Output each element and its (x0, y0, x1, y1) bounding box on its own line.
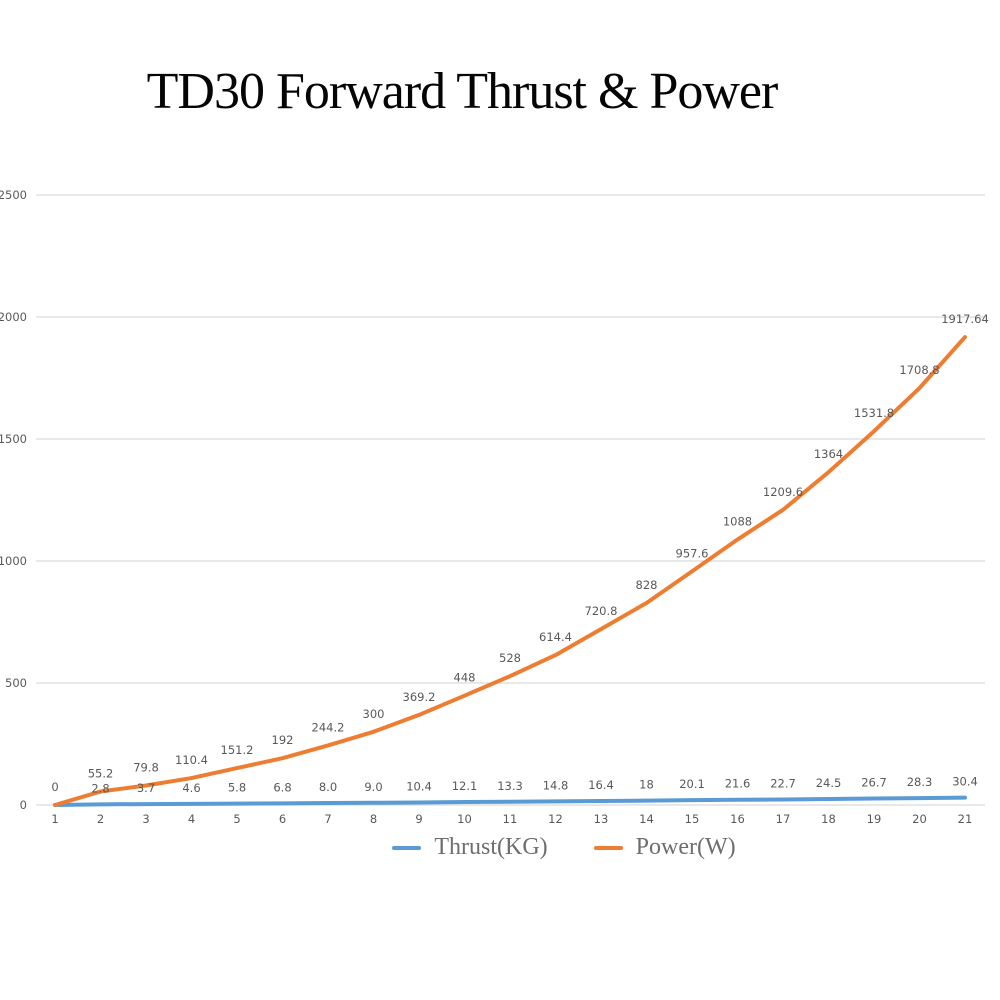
x-tick-label: 3 (142, 812, 149, 826)
y-tick-label: 0 (20, 798, 27, 812)
y-tick-label: 1000 (0, 554, 27, 568)
power-point-label: 957.6 (676, 546, 709, 560)
y-tick-label: 1500 (0, 432, 27, 446)
thrust-point-label: 5.8 (228, 781, 246, 795)
x-tick-label: 2 (97, 812, 104, 826)
y-tick-label: 2000 (0, 310, 27, 324)
thrust-point-label: 22.7 (770, 776, 796, 790)
power-point-label: 828 (636, 578, 658, 592)
power-point-label: 244.2 (312, 720, 345, 734)
power-point-label: 528 (499, 651, 521, 665)
x-tick-label: 9 (415, 812, 422, 826)
thrust-point-label: 21.6 (725, 777, 751, 791)
legend-item-power: Power(W) (593, 834, 736, 861)
power-point-label: 369.2 (403, 690, 436, 704)
legend-label-thrust: Thrust(KG) (434, 834, 548, 860)
y-tick-label: 500 (5, 676, 27, 690)
x-tick-label: 5 (233, 812, 240, 826)
thrust-point-label: 20.1 (679, 777, 705, 791)
y-tick-label: 2500 (0, 188, 27, 202)
x-tick-label: 19 (867, 812, 882, 826)
x-tick-label: 10 (457, 812, 472, 826)
x-tick-label: 16 (730, 812, 745, 826)
x-tick-label: 8 (370, 812, 377, 826)
x-tick-label: 4 (188, 812, 195, 826)
power-point-label: 0 (51, 780, 58, 794)
power-point-label: 720.8 (585, 604, 618, 618)
thrust-line-swatch (392, 845, 422, 850)
thrust-point-label: 14.8 (543, 778, 569, 792)
x-tick-label: 7 (324, 812, 331, 826)
power-point-label: 110.4 (175, 753, 208, 767)
chart-title: TD30 Forward Thrust & Power (146, 63, 779, 120)
legend-item-thrust: Thrust(KG) (392, 834, 548, 861)
x-tick-label: 6 (279, 812, 286, 826)
thrust-point-label: 26.7 (861, 775, 887, 789)
x-tick-label: 14 (639, 812, 654, 826)
thrust-point-label: 16.4 (588, 778, 614, 792)
thrust-line (53, 795, 967, 807)
thrust-point-label: 12.1 (452, 779, 478, 793)
x-tick-label: 13 (594, 812, 609, 826)
power-point-label: 1708.8 (899, 363, 939, 377)
thrust-point-label: 13.3 (497, 779, 523, 793)
power-line-swatch (593, 845, 623, 850)
thrust-point-label: 24.5 (816, 776, 842, 790)
power-point-label: 1088 (723, 515, 752, 529)
power-point-label: 79.8 (133, 761, 159, 775)
power-point-label: 614.4 (539, 630, 572, 644)
x-tick-label: 20 (912, 812, 927, 826)
power-point-label: 55.2 (88, 767, 114, 781)
power-point-label: 192 (272, 733, 294, 747)
thrust-point-label: 2.8 (91, 781, 109, 795)
x-tick-label: 18 (821, 812, 836, 826)
power-point-label: 300 (363, 707, 385, 721)
thrust-point-label: 10.4 (406, 779, 432, 793)
thrust-point-label: 18 (639, 778, 654, 792)
power-point-label: 151.2 (221, 743, 254, 757)
power-point-label: 1209.6 (763, 485, 803, 499)
thrust-point-label: 8.0 (319, 780, 337, 794)
x-tick-label: 12 (548, 812, 563, 826)
x-tick-label: 11 (503, 812, 518, 826)
thrust-point-label: 9.0 (364, 780, 382, 794)
thrust-point-label: 28.3 (907, 775, 933, 789)
power-point-label: 1917.64 (941, 312, 989, 326)
thrust-point-label: 30.4 (952, 775, 978, 789)
thrust-point-label: 3.7 (137, 781, 155, 795)
thrust-point-label: 4.6 (182, 781, 200, 795)
x-tick-label: 1 (51, 812, 58, 826)
power-line (53, 335, 967, 807)
legend: Thrust(KG) Power(W) (0, 834, 1000, 861)
power-point-label: 1364 (814, 447, 843, 461)
legend-label-power: Power(W) (635, 834, 736, 860)
power-point-label: 1531.8 (854, 406, 894, 420)
thrust-point-label: 6.8 (273, 780, 291, 794)
legend-inner: Thrust(KG) Power(W) (392, 834, 736, 861)
x-tick-label: 17 (776, 812, 791, 826)
power-point-label: 448 (454, 671, 476, 685)
x-tick-label: 21 (958, 812, 973, 826)
x-tick-label: 15 (685, 812, 700, 826)
